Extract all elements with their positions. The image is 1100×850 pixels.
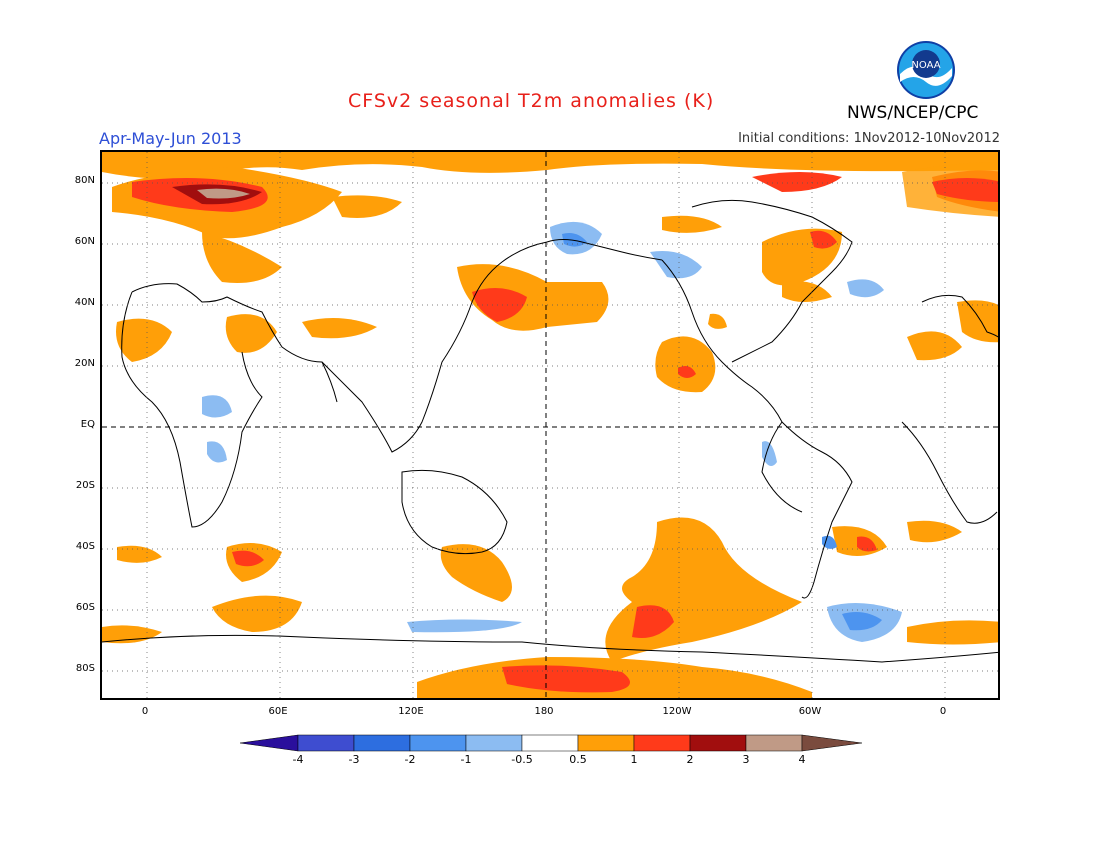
forecast-period: Apr-May-Jun 2013 xyxy=(99,129,242,148)
colorbar-label: 1 xyxy=(630,753,638,766)
colorbar-segment xyxy=(689,734,747,752)
colorbar xyxy=(239,733,863,753)
lat-label: 20N xyxy=(74,358,95,369)
colorbar-segment xyxy=(745,734,803,752)
colorbar-label: 3 xyxy=(742,753,750,766)
colorbar-segment xyxy=(297,734,355,752)
lon-label: 120E xyxy=(398,706,424,717)
noaa-logo: NOAA xyxy=(896,40,956,100)
colorbar-segment xyxy=(633,734,691,752)
lon-label: 180 xyxy=(534,706,554,717)
colorbar-label: 2 xyxy=(686,753,694,766)
colorbar-label: -2 xyxy=(404,753,416,766)
lat-label: 80S xyxy=(75,663,95,674)
lon-label: 120W xyxy=(662,706,692,717)
equator-dateline xyxy=(102,152,998,698)
colorbar-label: -3 xyxy=(348,753,360,766)
lat-label: 60N xyxy=(74,236,95,247)
colorbar-segment xyxy=(409,734,467,752)
lon-label: 0 xyxy=(939,706,947,717)
colorbar-segment xyxy=(465,734,523,752)
colorbar-label: 0.5 xyxy=(569,753,587,766)
colorbar-segment xyxy=(577,734,635,752)
logo-text: NOAA xyxy=(911,60,940,71)
lon-label: 60W xyxy=(798,706,822,717)
lat-label: EQ xyxy=(80,419,95,430)
lat-label: 40S xyxy=(75,541,95,552)
agency-label: NWS/NCEP/CPC xyxy=(847,103,979,123)
lat-label: 20S xyxy=(75,480,95,491)
lat-label: 40N xyxy=(74,297,95,308)
map-title: CFSv2 seasonal T2m anomalies (K) xyxy=(348,90,715,112)
colorbar-arrow-low xyxy=(239,734,299,752)
anomaly-map xyxy=(100,150,1000,700)
colorbar-label: -0.5 xyxy=(511,753,533,766)
colorbar-segment xyxy=(353,734,411,752)
colorbar-label: -1 xyxy=(460,753,472,766)
anomaly-shading xyxy=(102,152,998,698)
initial-conditions: Initial conditions: 1Nov2012-10Nov2012 xyxy=(738,131,1000,146)
colorbar-label: -4 xyxy=(292,753,304,766)
lat-label: 60S xyxy=(75,602,95,613)
lon-label: 0 xyxy=(141,706,149,717)
colorbar-segment xyxy=(521,734,579,752)
coastlines xyxy=(102,199,998,663)
lon-label: 60E xyxy=(268,706,288,717)
lat-label: 80N xyxy=(74,175,95,186)
colorbar-arrow-high xyxy=(801,734,863,752)
colorbar-label: 4 xyxy=(798,753,806,766)
